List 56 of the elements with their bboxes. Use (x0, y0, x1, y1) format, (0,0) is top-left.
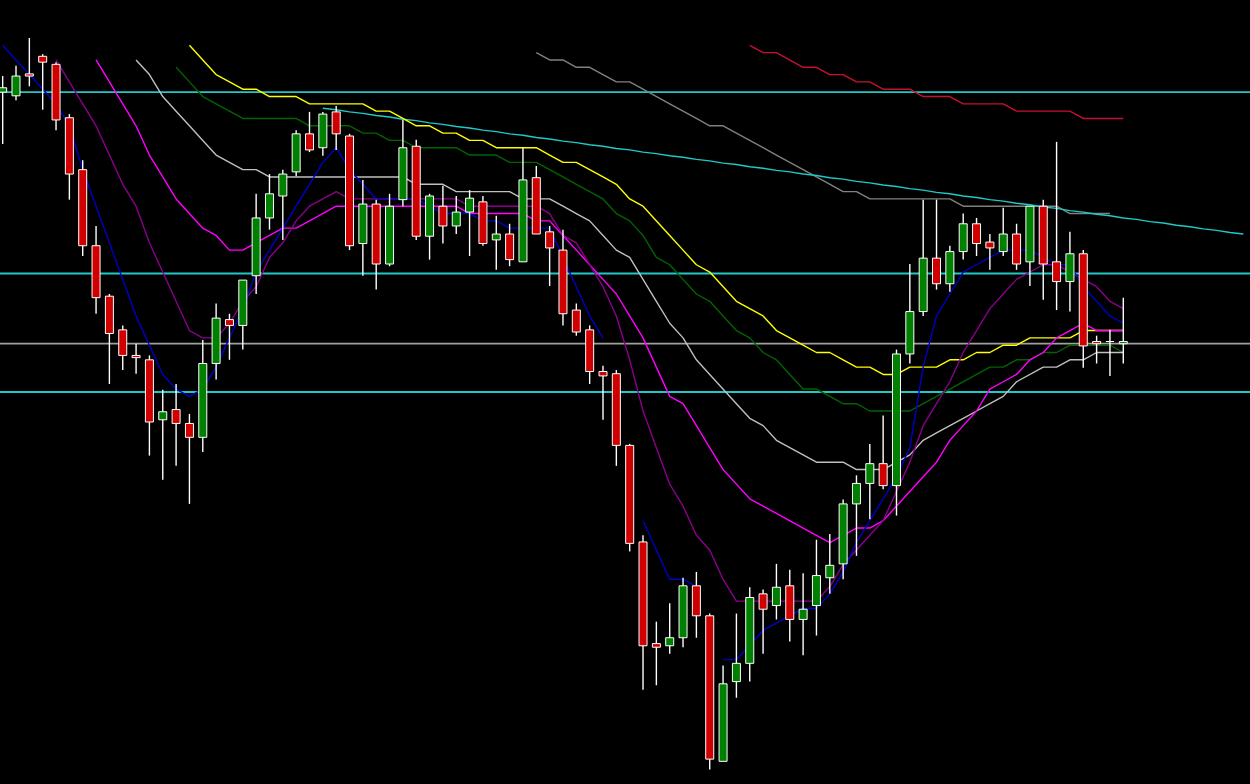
candlestick (545, 225, 555, 287)
candlestick (785, 569, 795, 643)
candlestick (651, 620, 661, 686)
candlestick (691, 571, 701, 639)
candlestick (505, 223, 515, 267)
candlestick (238, 279, 248, 351)
candlestick (811, 539, 821, 637)
candlestick (945, 245, 955, 293)
candlestick (825, 533, 835, 595)
candlestick (958, 212, 968, 261)
candlestick (865, 443, 875, 520)
candlestick (985, 233, 995, 271)
candlestick (598, 364, 608, 421)
candlestick (451, 195, 461, 235)
candlestick (0, 75, 8, 145)
candlestick (131, 343, 141, 375)
candlestick (118, 324, 128, 371)
candlestick (224, 313, 234, 361)
candlestick (184, 413, 194, 505)
candlestick (291, 129, 301, 177)
candlestick (331, 105, 341, 151)
candlestick (1052, 141, 1062, 311)
candlestick (425, 193, 435, 261)
candlestick (104, 293, 114, 385)
candlestick (11, 65, 21, 101)
candlestick (851, 474, 861, 557)
candlestick (438, 185, 448, 245)
candlestick (998, 207, 1008, 257)
candlestick (278, 168, 288, 241)
candlestick (318, 111, 328, 157)
candlestick (491, 215, 501, 271)
candlestick (571, 302, 581, 337)
candlestick (972, 217, 982, 257)
candlestick (585, 324, 595, 385)
candlestick (1012, 223, 1022, 271)
candlestick (478, 195, 488, 247)
candlestick (158, 389, 168, 481)
candlestick (731, 612, 741, 699)
candlestick (878, 414, 888, 490)
candlestick (1118, 296, 1128, 365)
candlestick (1065, 231, 1075, 313)
candlestick (771, 563, 781, 621)
candlestick (758, 588, 768, 655)
candlestick (171, 383, 181, 467)
candlestick (305, 111, 315, 153)
candlestick (665, 602, 675, 655)
candlestick (465, 189, 475, 257)
candlestick (1092, 334, 1102, 365)
candlestick (798, 572, 808, 656)
candlestick (264, 173, 274, 231)
candlestick (905, 263, 915, 365)
candlestick (358, 179, 368, 277)
candlestick (24, 37, 34, 87)
candlestick (211, 302, 221, 381)
candlestick (38, 53, 48, 111)
candlestick (932, 198, 942, 291)
